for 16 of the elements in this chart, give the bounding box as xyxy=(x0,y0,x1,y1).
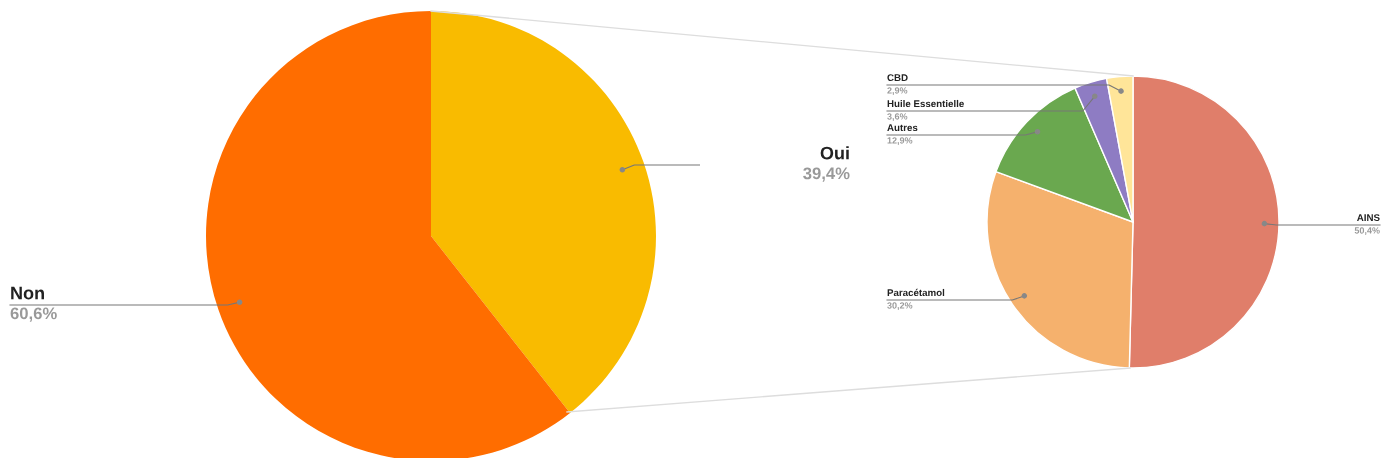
data-label: 60,6% xyxy=(10,307,57,322)
slice-label: Huile Essentielle xyxy=(887,99,964,108)
slice-label: Autres xyxy=(887,124,918,132)
slice-label: CBD xyxy=(887,74,908,82)
slice-label: Oui xyxy=(820,146,849,160)
slice-label: Non xyxy=(11,286,44,300)
data-label: 39,4% xyxy=(803,167,850,182)
data-label: 50,4% xyxy=(1354,227,1380,235)
slice-label: Paracétamol xyxy=(887,288,945,297)
slice-label: AINS xyxy=(1357,214,1380,222)
data-label: 2,9% xyxy=(887,87,908,95)
pie-slice xyxy=(431,11,656,413)
pie-slice xyxy=(206,11,571,458)
data-label: 12,9% xyxy=(887,137,913,145)
data-label: 3,6% xyxy=(887,113,908,121)
data-label: 30,2% xyxy=(887,302,913,310)
